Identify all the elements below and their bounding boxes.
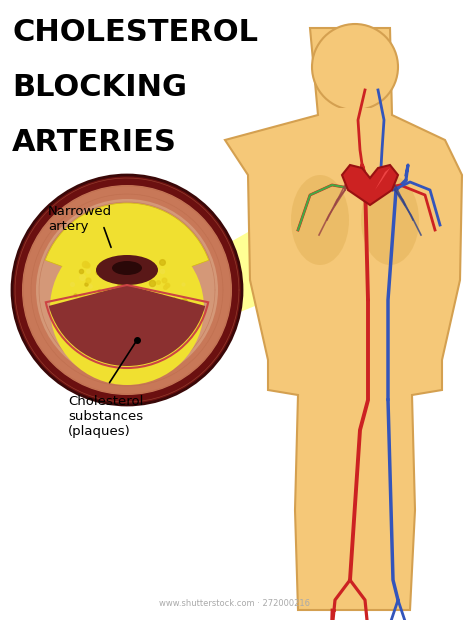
- Ellipse shape: [112, 261, 142, 275]
- Text: BLOCKING: BLOCKING: [12, 73, 187, 102]
- Ellipse shape: [96, 255, 158, 285]
- Ellipse shape: [361, 175, 419, 265]
- Wedge shape: [49, 285, 205, 366]
- Text: ARTERIES: ARTERIES: [12, 128, 177, 157]
- Ellipse shape: [291, 175, 349, 265]
- Text: Narrowed
artery: Narrowed artery: [48, 205, 112, 233]
- Polygon shape: [375, 168, 390, 190]
- Polygon shape: [332, 108, 378, 135]
- Polygon shape: [225, 28, 462, 610]
- Polygon shape: [342, 165, 398, 205]
- Text: CHOLESTEROL: CHOLESTEROL: [12, 18, 258, 47]
- Circle shape: [12, 175, 242, 405]
- Circle shape: [50, 231, 204, 385]
- Text: www.shutterstock.com · 272000216: www.shutterstock.com · 272000216: [159, 599, 310, 608]
- Circle shape: [312, 24, 398, 110]
- Text: Cholesterol
substances
(plaques): Cholesterol substances (plaques): [68, 395, 144, 438]
- Circle shape: [36, 199, 218, 381]
- Wedge shape: [45, 203, 209, 290]
- Circle shape: [22, 185, 232, 395]
- Polygon shape: [207, 180, 395, 325]
